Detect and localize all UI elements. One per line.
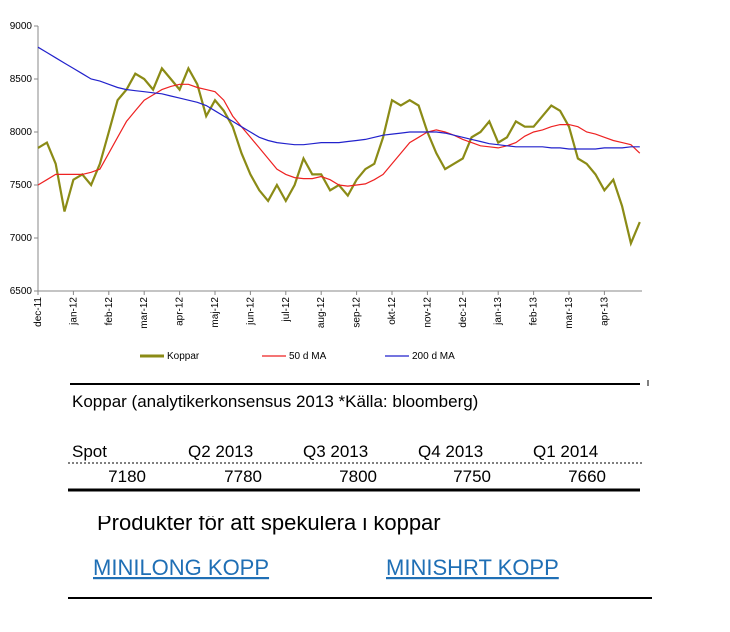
y-tick-label: 8000 — [10, 127, 33, 138]
x-tick-label: aug-12 — [316, 297, 327, 329]
series-line — [37, 46, 640, 150]
table-header: Q4 2013 — [418, 442, 483, 461]
table-cell: 7780 — [224, 467, 262, 486]
y-tick-label: 9000 — [10, 21, 33, 32]
legend-label: Koppar — [167, 351, 200, 362]
y-tick-label: 6500 — [10, 286, 33, 297]
x-tick-label: mar-13 — [564, 297, 575, 329]
x-tick-label: dec-11 — [33, 297, 44, 327]
x-tick-label: feb-12 — [104, 297, 115, 326]
table-cell: 7180 — [108, 467, 146, 486]
table-title: Koppar (analytikerkonsensus 2013 *Källa:… — [72, 392, 478, 411]
x-tick-label: apr-12 — [175, 297, 186, 326]
x-tick-label: okt-12 — [387, 297, 398, 325]
product-link[interactable]: MINILONG KOPP — [93, 555, 269, 580]
table-cell: 7750 — [453, 467, 491, 486]
table-header: Q2 2013 — [188, 442, 253, 461]
table-cell: 7660 — [568, 467, 606, 486]
table-cell: 7800 — [339, 467, 377, 486]
y-tick-label: 8500 — [10, 74, 33, 85]
table-header: Q1 2014 — [533, 442, 598, 461]
products-heading: Produkter för att spekulera i koppar — [97, 510, 441, 535]
table-header: Q3 2013 — [303, 442, 368, 461]
x-tick-label: jul-12 — [281, 297, 292, 323]
x-tick-label: apr-13 — [599, 297, 610, 326]
x-tick-label: jan-12 — [68, 297, 79, 326]
table-header: Spot — [72, 442, 107, 461]
x-tick-label: feb-13 — [529, 297, 540, 326]
x-tick-label: maj-12 — [210, 297, 221, 328]
x-tick-label: mar-12 — [139, 297, 150, 329]
x-tick-label: jan-13 — [493, 297, 504, 326]
x-tick-label: dec-12 — [458, 297, 469, 328]
product-link[interactable]: MINISHRT KOPP — [386, 555, 559, 580]
series-line — [37, 83, 641, 187]
series-line — [37, 65, 641, 247]
x-tick-label: jun-12 — [245, 297, 256, 326]
legend-label: 200 d MA — [412, 351, 455, 362]
y-tick-label: 7000 — [10, 233, 33, 244]
y-tick-label: 7500 — [10, 180, 33, 191]
x-tick-label: sep-12 — [352, 297, 363, 328]
legend-label: 50 d MA — [289, 351, 327, 362]
x-tick-label: nov-12 — [422, 297, 433, 328]
